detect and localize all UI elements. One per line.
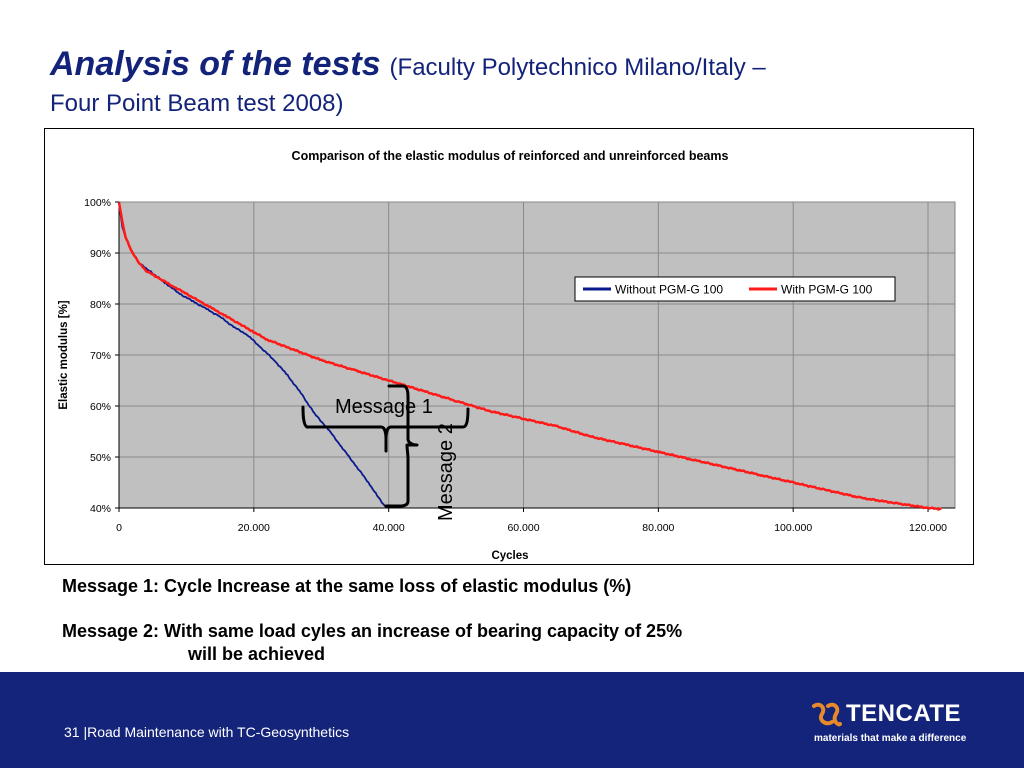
chart-frame: Comparison of the elastic modulus of rei…: [44, 128, 974, 565]
y-tick-label: 60%: [90, 401, 111, 413]
title-sub-line2: Four Point Beam test 2008): [50, 89, 344, 117]
logo-tagline: materials that make a difference: [814, 733, 967, 744]
footer-text: 31 |Road Maintenance with TC-Geosyntheti…: [64, 724, 350, 740]
chart-title: Comparison of the elastic modulus of rei…: [292, 149, 729, 163]
y-tick-label: 50%: [90, 452, 111, 464]
title-main: Analysis of the tests: [50, 45, 381, 83]
x-tick-label: 100.000: [774, 522, 812, 534]
elastic-modulus-chart: Comparison of the elastic modulus of rei…: [58, 149, 956, 562]
tencate-logo-icon: [812, 702, 842, 727]
bracket-message-2: [384, 384, 419, 508]
series-line-with-pgm-g-100: [117, 202, 942, 511]
x-axis-label: Cycles: [491, 550, 528, 562]
y-tick-label: 100%: [84, 197, 111, 209]
y-tick-label: 80%: [90, 299, 111, 311]
bracket-message-1: [301, 405, 470, 453]
legend-label: Without PGM-G 100: [615, 283, 723, 297]
legend-box: [574, 276, 896, 302]
x-tick-label: 80.000: [642, 522, 674, 534]
slide-title: Analysis of the tests (Faculty Polytechn…: [50, 46, 766, 117]
annotation-message-2: Message 2: [435, 423, 457, 521]
y-tick-label: 70%: [90, 350, 111, 362]
x-tick-label: 20.000: [238, 522, 270, 534]
footer-bar: 31 |Road Maintenance with TC-Geosyntheti…: [0, 672, 1024, 768]
y-axis-label: Elastic modulus [%]: [58, 300, 70, 409]
legend-label: With PGM-G 100: [781, 283, 873, 297]
y-tick-label: 90%: [90, 248, 111, 260]
x-tick-label: 40.000: [373, 522, 405, 534]
message-2-line2: will be achieved: [188, 644, 326, 665]
logo-word: TENCATE: [846, 700, 962, 727]
title-sub: (Faculty Polytechnico Milano/Italy –: [389, 54, 766, 81]
x-tick-label: 120.000: [909, 522, 947, 534]
message-2-line1: Message 2: With same load cyles an incre…: [62, 621, 683, 641]
annotation-message-1: Message 1: [335, 396, 433, 418]
x-tick-label: 0: [116, 522, 122, 534]
message-2-text: Message 2: With same load cyles an incre…: [62, 620, 682, 667]
message-1-text: Message 1: Cycle Increase at the same lo…: [62, 576, 632, 596]
y-tick-label: 40%: [90, 503, 111, 515]
x-tick-label: 60.000: [507, 522, 539, 534]
tencate-logo: TENCATE materials that make a difference: [812, 700, 992, 750]
